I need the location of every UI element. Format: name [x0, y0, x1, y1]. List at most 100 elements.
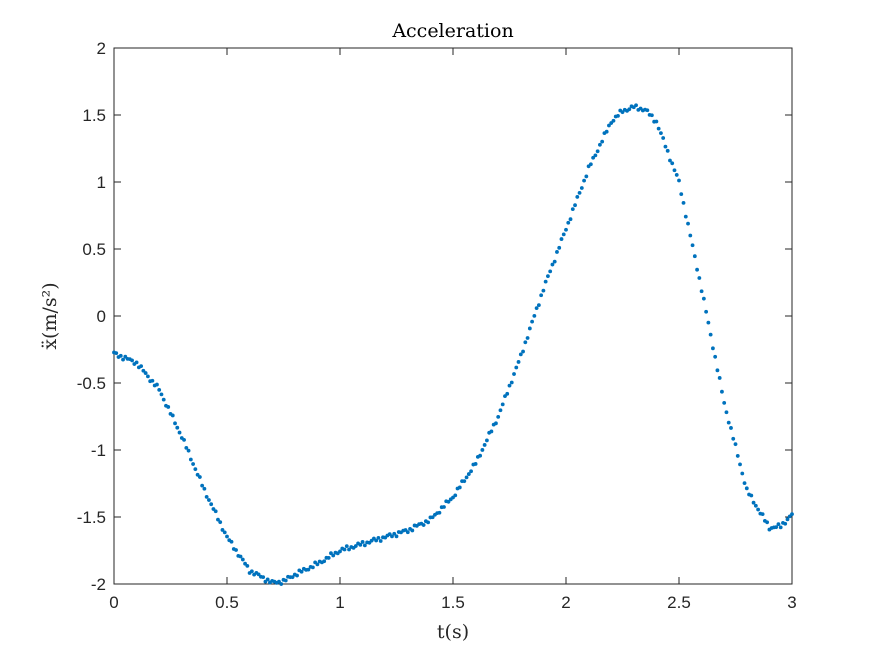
data-point — [512, 372, 516, 376]
data-point — [249, 569, 254, 574]
data-point — [437, 510, 442, 515]
x-tick-label: 2.5 — [667, 593, 691, 612]
data-point — [735, 454, 740, 458]
y-tick-label: -1 — [91, 441, 106, 460]
data-point — [584, 174, 589, 179]
data-point — [392, 531, 397, 536]
data-point — [265, 577, 270, 582]
data-point — [405, 530, 410, 535]
data-point — [234, 548, 238, 552]
x-axis-label: t(s) — [437, 621, 469, 643]
data-point — [654, 119, 659, 124]
data-point — [261, 575, 266, 580]
data-point — [500, 402, 505, 407]
data-point — [518, 352, 523, 357]
data-point — [690, 243, 695, 248]
data-point — [505, 391, 510, 396]
data-point — [114, 351, 119, 356]
data-point — [159, 392, 164, 397]
data-point — [532, 313, 537, 318]
data-point — [557, 245, 562, 250]
data-point — [738, 462, 742, 467]
data-point — [724, 410, 729, 415]
data-point — [478, 453, 483, 458]
data-point — [344, 544, 349, 548]
data-point — [677, 178, 681, 183]
data-point — [430, 515, 435, 520]
data-point — [290, 575, 295, 580]
data-point — [595, 149, 600, 154]
data-point — [620, 110, 625, 115]
data-point — [295, 573, 299, 578]
data-point — [704, 309, 709, 314]
data-point — [489, 429, 494, 434]
data-point — [353, 544, 358, 548]
data-point — [604, 129, 609, 134]
data-point — [480, 448, 485, 452]
data-point — [742, 481, 747, 485]
y-axis-label: ẍ(m/s²) — [39, 282, 61, 349]
data-point — [699, 289, 704, 294]
x-tick-label: 3 — [787, 593, 796, 612]
data-point — [494, 421, 498, 426]
data-point — [216, 517, 220, 522]
data-point — [566, 220, 571, 225]
data-point — [785, 517, 790, 522]
data-point — [469, 469, 473, 474]
data-point — [720, 389, 724, 394]
data-point — [378, 539, 383, 543]
data-point — [541, 288, 546, 293]
data-point — [347, 547, 351, 552]
y-axis-ticks: -2 -1.5 -1 -0.5 0 0.5 1 1.5 2 — [77, 39, 792, 594]
data-point — [157, 387, 162, 392]
data-point — [731, 436, 736, 441]
data-point — [776, 522, 781, 527]
data-point — [645, 108, 650, 113]
data-point — [627, 107, 632, 112]
data-point — [577, 190, 582, 195]
data-point — [649, 113, 654, 118]
data-point — [514, 365, 519, 370]
data-point — [299, 569, 304, 574]
data-point — [543, 279, 548, 284]
data-point — [663, 144, 668, 149]
data-point — [209, 502, 214, 507]
data-point — [218, 520, 223, 525]
data-point — [756, 507, 760, 512]
data-point — [421, 523, 426, 527]
data-point — [790, 512, 794, 517]
data-point — [711, 346, 715, 351]
data-point — [600, 139, 605, 144]
data-point — [155, 382, 159, 387]
data-point — [550, 262, 555, 267]
data-point — [598, 142, 602, 147]
data-point — [256, 572, 261, 577]
data-point — [213, 509, 218, 514]
y-tick-label: -1.5 — [77, 508, 106, 527]
data-point — [695, 267, 699, 272]
data-point — [177, 430, 182, 435]
data-point — [783, 521, 788, 526]
data-point — [225, 534, 229, 539]
data-point — [539, 293, 544, 298]
data-point — [559, 237, 564, 241]
data-point — [376, 536, 381, 540]
data-point — [588, 162, 593, 167]
data-point — [683, 214, 688, 219]
data-point — [715, 368, 720, 373]
data-point — [482, 443, 487, 447]
data-point — [166, 405, 171, 409]
data-point — [161, 397, 166, 402]
data-point — [191, 462, 196, 466]
data-point — [175, 425, 180, 430]
data-point — [611, 118, 616, 123]
data-point — [591, 155, 596, 160]
data-point — [686, 221, 690, 226]
data-point — [659, 131, 663, 136]
data-point — [496, 414, 501, 419]
data-point — [374, 538, 379, 543]
data-point — [525, 336, 530, 340]
data-point — [410, 528, 415, 533]
data-point — [182, 437, 186, 442]
data-point — [143, 371, 148, 375]
